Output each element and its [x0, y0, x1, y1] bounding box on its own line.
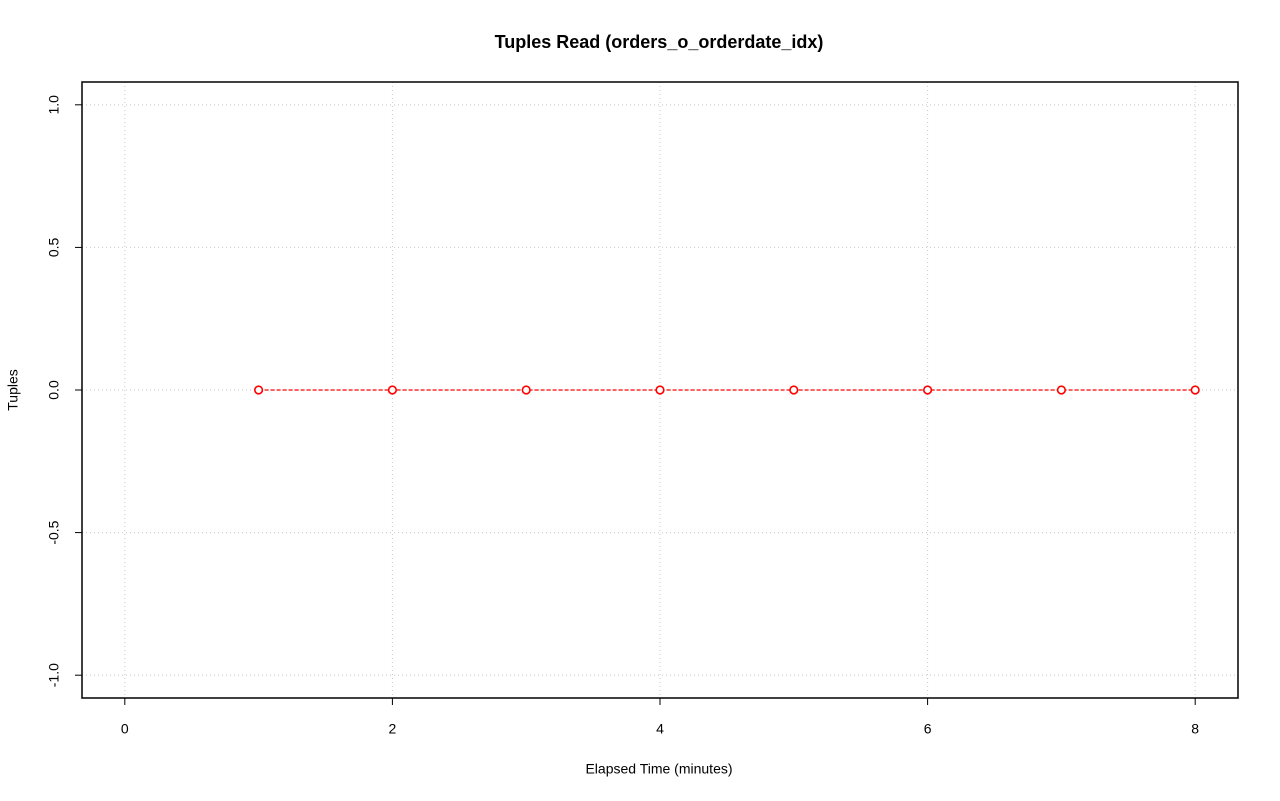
y-tick-label: -0.5 — [46, 520, 62, 544]
data-point — [1190, 385, 1200, 395]
chart-title: Tuples Read (orders_o_orderdate_idx) — [495, 32, 824, 52]
data-point — [922, 385, 933, 395]
data-point — [1056, 385, 1066, 395]
x-tick-label: 0 — [121, 721, 129, 737]
data-point — [655, 385, 665, 395]
plot-frame — [81, 81, 1239, 699]
y-tick-label: 0.5 — [46, 237, 62, 257]
y-axis-label: Tuples — [5, 369, 21, 411]
data-point — [789, 385, 799, 395]
x-tick-label: 4 — [656, 721, 664, 737]
y-tick-label: 1.0 — [46, 95, 62, 115]
data-point — [254, 385, 264, 395]
x-axis-label: Elapsed Time (minutes) — [585, 761, 732, 777]
y-tick-label: 0.0 — [46, 380, 62, 400]
x-tick-label: 8 — [1191, 721, 1199, 737]
x-tick-label: 2 — [389, 721, 397, 737]
data-point — [387, 385, 398, 395]
x-tick-label: 6 — [924, 721, 932, 737]
y-tick-label: -1.0 — [46, 663, 62, 687]
data-point — [521, 385, 531, 395]
